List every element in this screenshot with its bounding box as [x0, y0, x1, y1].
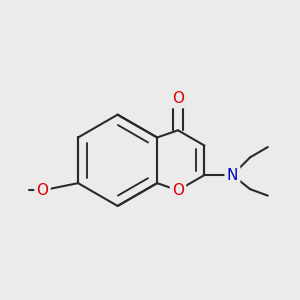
Text: O: O	[172, 183, 184, 198]
Text: O: O	[172, 91, 184, 106]
Text: N: N	[227, 167, 238, 182]
Text: O: O	[37, 183, 49, 198]
